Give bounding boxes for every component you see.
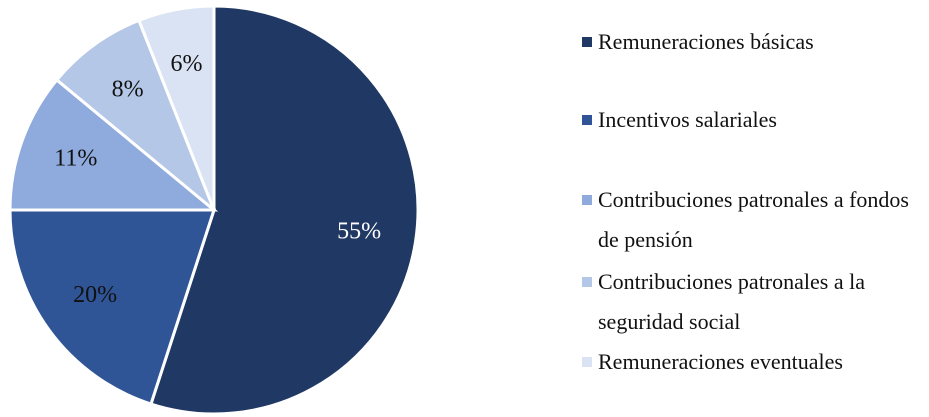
- legend-swatch: [582, 37, 592, 47]
- legend-label: Contribuciones patronales a fondos de pe…: [598, 187, 909, 252]
- slice-label: 55%: [337, 218, 381, 244]
- legend-swatch: [582, 357, 592, 367]
- legend-item: Remuneraciones eventuales: [582, 342, 927, 382]
- legend-label: Remuneraciones eventuales: [598, 349, 843, 374]
- legend-label: Incentivos salariales: [598, 107, 777, 132]
- legend-item: Remuneraciones básicas: [582, 22, 927, 62]
- legend-item: Contribuciones patronales a fondos de pe…: [582, 180, 927, 260]
- legend-label: Contribuciones patronales a la seguridad…: [598, 269, 865, 334]
- slice-label: 20%: [73, 282, 117, 308]
- slice-label: 8%: [112, 77, 144, 103]
- pie-slice: [8, 77, 219, 212]
- pie-slice: [136, 4, 216, 211]
- pie-chart: 55% 20% 11% 8% 6%: [8, 4, 420, 416]
- pie-slice: [149, 4, 420, 416]
- legend-swatch: [582, 115, 592, 125]
- legend-item: Incentivos salariales: [582, 100, 927, 140]
- pie-slice: [54, 18, 216, 212]
- pie-slice: [8, 208, 217, 406]
- legend-item: Contribuciones patronales a la seguridad…: [582, 262, 927, 342]
- legend-swatch: [582, 195, 592, 205]
- slice-label: 11%: [54, 146, 97, 172]
- legend-swatch: [582, 277, 592, 287]
- slice-label: 6%: [170, 51, 202, 77]
- legend-label: Remuneraciones básicas: [598, 29, 814, 54]
